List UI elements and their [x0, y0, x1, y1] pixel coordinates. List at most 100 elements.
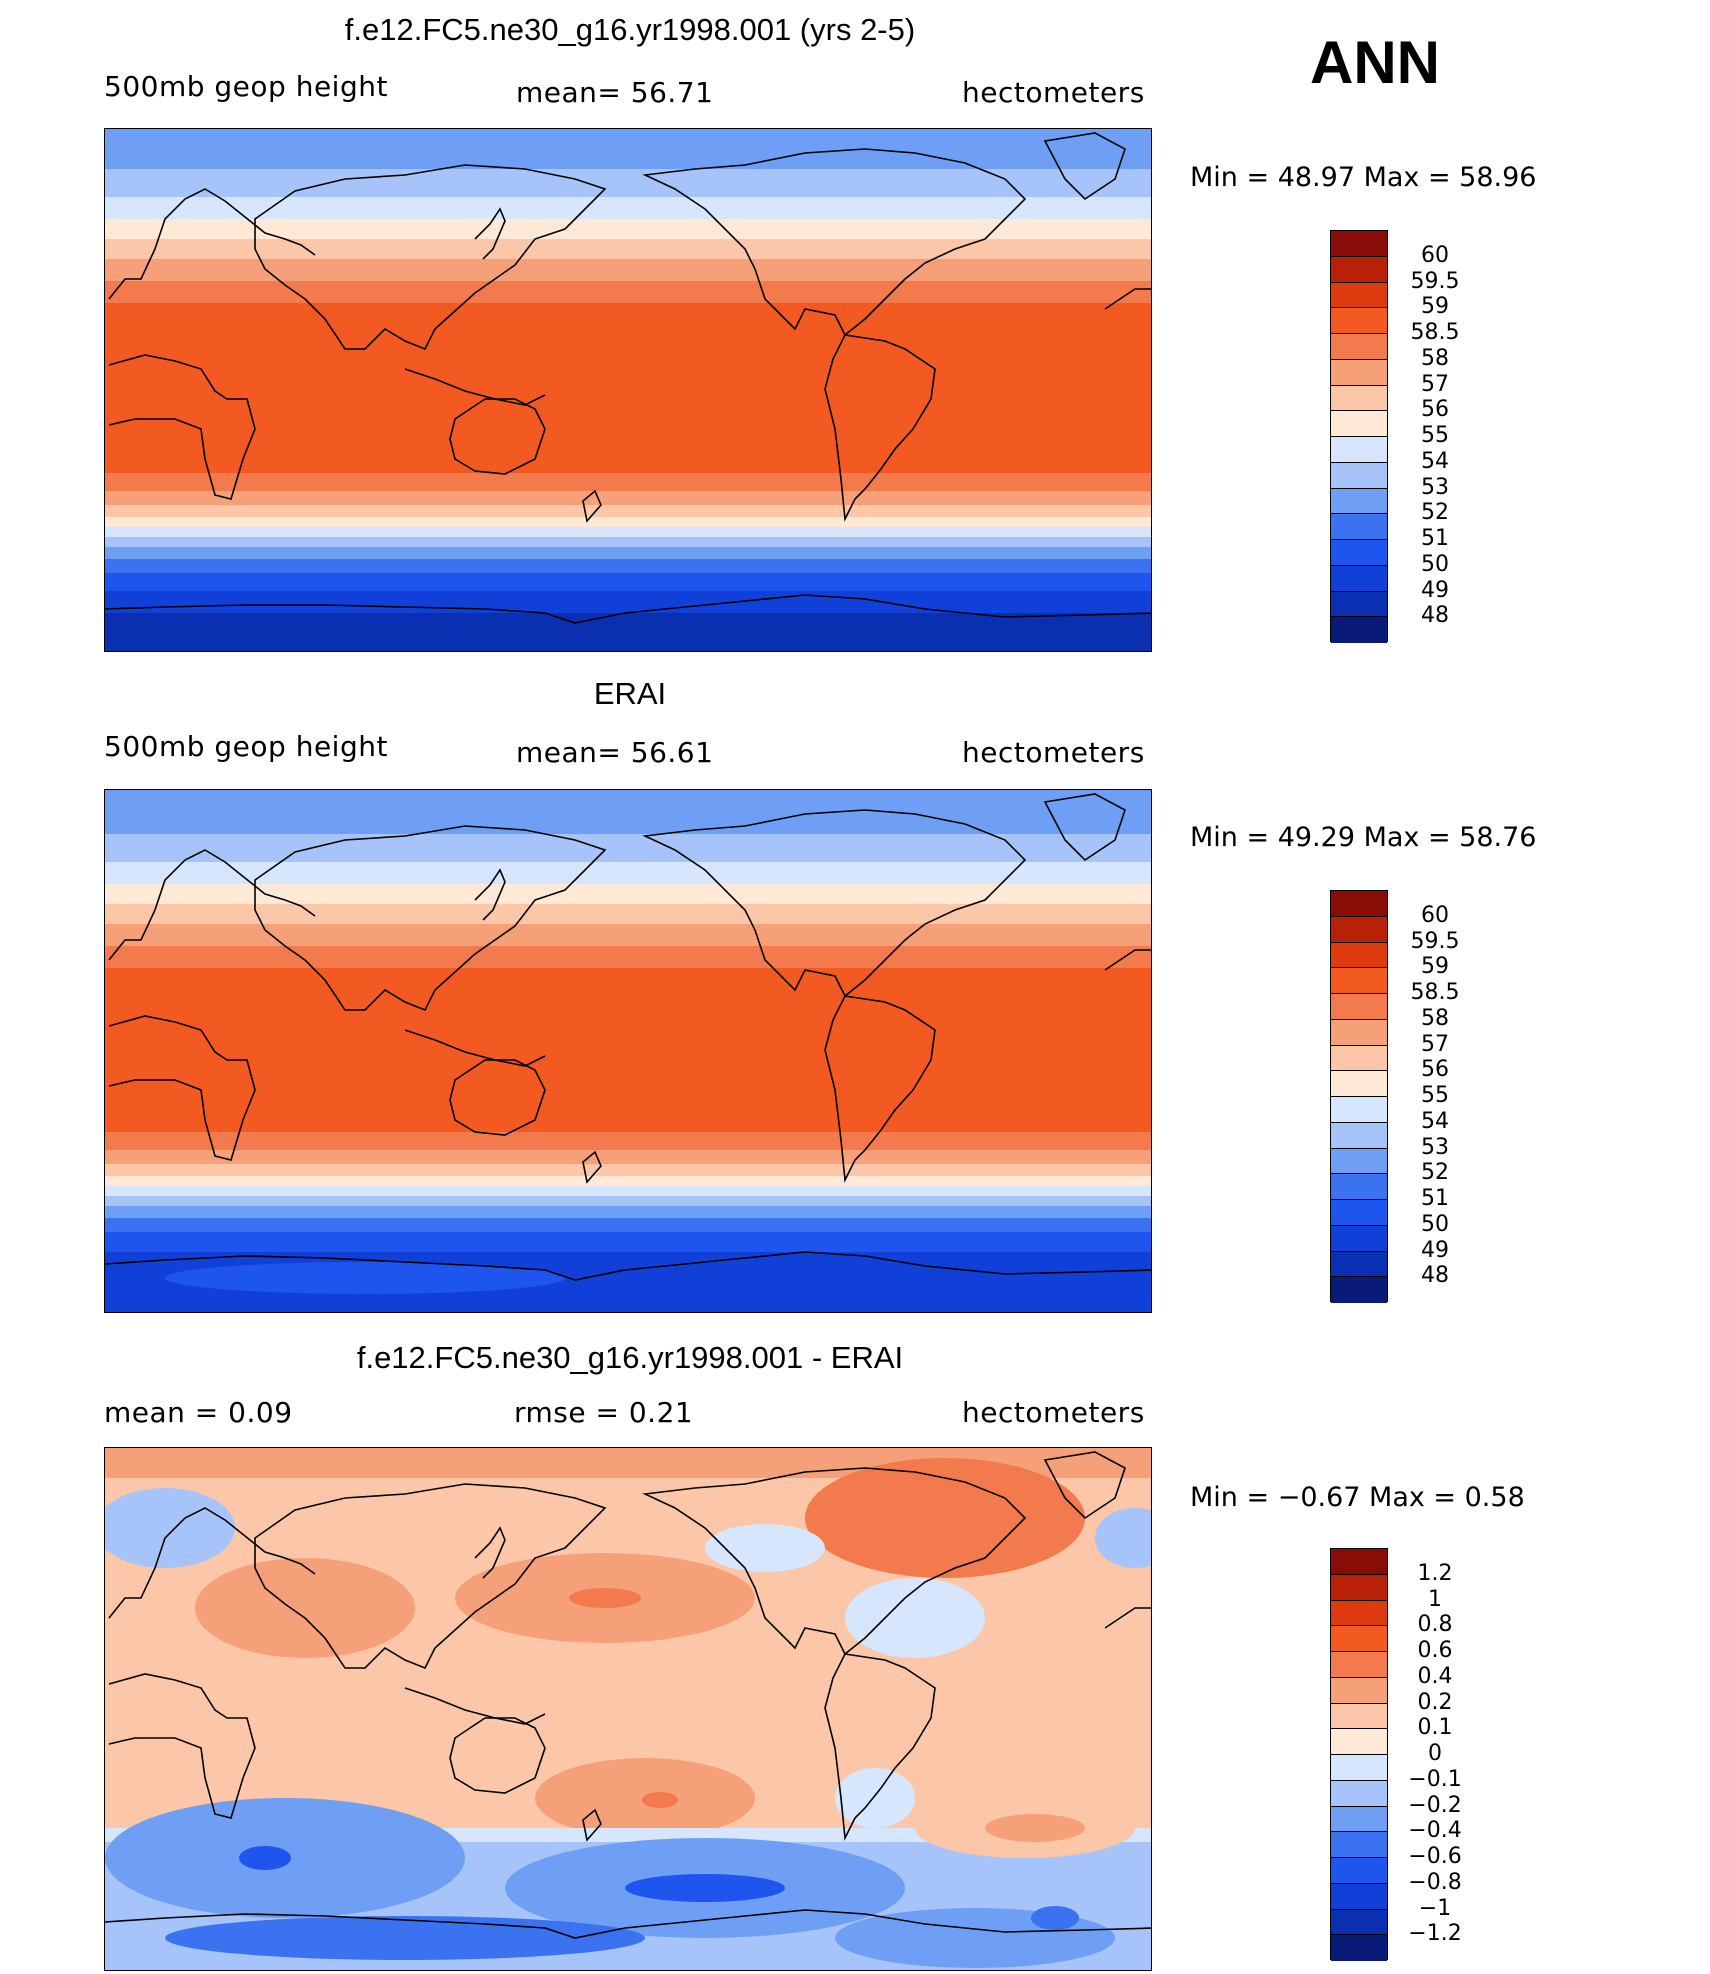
colorbar-box — [1331, 282, 1387, 309]
colorbar-box — [1331, 411, 1387, 437]
coast-antarctica — [105, 1909, 1151, 1939]
colorbar-tick: 55 — [1421, 1083, 1449, 1108]
colorbar-box — [1331, 994, 1387, 1020]
colorbar-tick: −0.2 — [1408, 1792, 1462, 1818]
colorbar-tick: 55 — [1421, 423, 1449, 448]
band — [105, 197, 1151, 219]
colorbar-tick: 49 — [1421, 577, 1449, 603]
colorbar-tick: 58.5 — [1410, 320, 1460, 345]
colorbar-tick: 57 — [1421, 371, 1449, 397]
colorbar-box — [1331, 1909, 1387, 1936]
colorbar-tick: 53 — [1421, 1134, 1449, 1160]
colorbar-tick: 0.1 — [1417, 1715, 1453, 1741]
field-patch — [845, 1578, 985, 1658]
colorbar-box — [1331, 1729, 1387, 1755]
colorbar-box — [1331, 1200, 1387, 1226]
colorbar-tick: 59.5 — [1410, 928, 1460, 954]
colorbar-tick: 0 — [1428, 1741, 1442, 1766]
colorbar-tick: 52 — [1421, 1160, 1449, 1186]
field-patch — [642, 1792, 678, 1808]
coast-africa — [108, 354, 256, 500]
panel-2-mean-label: mean= 56.61 — [516, 736, 714, 769]
coast-nz — [582, 1150, 602, 1184]
colorbar-box — [1331, 617, 1387, 643]
colorbar-box — [1331, 1225, 1387, 1252]
colorbar-box — [1331, 437, 1387, 463]
band — [105, 517, 1151, 527]
band — [105, 1196, 1151, 1206]
colorbar-box — [1331, 891, 1387, 917]
colorbar-box — [1331, 916, 1387, 943]
coast-nz — [582, 489, 602, 523]
colorbar-tick: −1 — [1418, 1895, 1452, 1921]
band — [165, 1262, 565, 1294]
colorbar-tick: 52 — [1421, 500, 1449, 526]
panel-1-units-label: hectometers — [962, 76, 1145, 109]
field-patch — [1031, 1906, 1079, 1930]
colorbar-tick: 59 — [1421, 294, 1449, 320]
colorbar-box — [1331, 1574, 1387, 1601]
panel-1-title: f.e12.FC5.ne30_g16.yr1998.001 (yrs 2-5) — [344, 12, 916, 47]
band — [105, 1232, 1151, 1252]
colorbar-box — [1331, 591, 1387, 618]
colorbar-box — [1331, 1251, 1387, 1278]
band — [105, 259, 1151, 281]
colorbar-tick: 0.2 — [1417, 1689, 1453, 1715]
band — [105, 281, 1151, 303]
panel-2-title: ERAI — [593, 676, 667, 711]
field-patch — [239, 1846, 291, 1870]
band — [105, 491, 1151, 505]
colorbar-box — [1331, 1122, 1387, 1149]
panel-1-coastlines — [105, 132, 1151, 624]
colorbar-box — [1331, 514, 1387, 540]
coast-indonesia — [404, 368, 546, 406]
band — [105, 862, 1151, 884]
field-patch — [705, 1524, 825, 1572]
panel-2-bands — [105, 790, 1151, 1312]
colorbar-box — [1331, 1097, 1387, 1123]
band — [105, 946, 1151, 968]
panel-2-map — [104, 789, 1152, 1313]
colorbar-box — [1331, 1652, 1387, 1678]
coast-europe — [108, 1507, 316, 1619]
coast-north-america — [642, 809, 1027, 998]
band — [105, 219, 1151, 239]
coast-japan — [474, 207, 506, 260]
colorbar-tick: 58 — [1421, 1005, 1449, 1031]
field-patch — [1095, 1508, 1151, 1568]
coast-antarctica — [105, 594, 1151, 624]
season-label: ANN — [1310, 29, 1440, 96]
coast-nz — [582, 1808, 602, 1842]
colorbar-box — [1331, 1780, 1387, 1807]
band — [105, 239, 1151, 259]
panel-3-colorbar — [1330, 1548, 1388, 1961]
colorbar-tick: 54 — [1421, 448, 1449, 474]
colorbar-tick: 54 — [1421, 1108, 1449, 1134]
colorbar-tick: 48 — [1421, 1263, 1449, 1289]
colorbar-tick: 60 — [1421, 902, 1449, 928]
colorbar-tick: −0.1 — [1408, 1766, 1462, 1792]
band — [105, 1218, 1151, 1232]
panel-3-map — [104, 1447, 1152, 1971]
field-patch — [105, 1488, 235, 1568]
colorbar-box — [1331, 1935, 1387, 1961]
colorbar-box — [1331, 308, 1387, 334]
colorbar-box — [1331, 1626, 1387, 1652]
band — [105, 790, 1151, 834]
colorbar-tick: −0.6 — [1408, 1844, 1462, 1869]
colorbar-box — [1331, 942, 1387, 969]
panel-1-contour-field — [105, 129, 1151, 651]
panel-3-units-label: hectometers — [962, 1396, 1145, 1429]
colorbar-box — [1331, 1148, 1387, 1175]
colorbar-box — [1331, 1832, 1387, 1858]
coast-north-america — [642, 148, 1027, 337]
coast-greenland — [1043, 132, 1126, 201]
colorbar-box — [1331, 1883, 1387, 1910]
band — [105, 1176, 1151, 1186]
colorbar-box — [1331, 1549, 1387, 1575]
field-patch — [625, 1874, 785, 1902]
colorbar-box — [1331, 1703, 1387, 1730]
field-patch — [805, 1458, 1085, 1578]
coast-greenland — [1043, 1451, 1126, 1520]
coast-greenland — [1043, 793, 1126, 862]
